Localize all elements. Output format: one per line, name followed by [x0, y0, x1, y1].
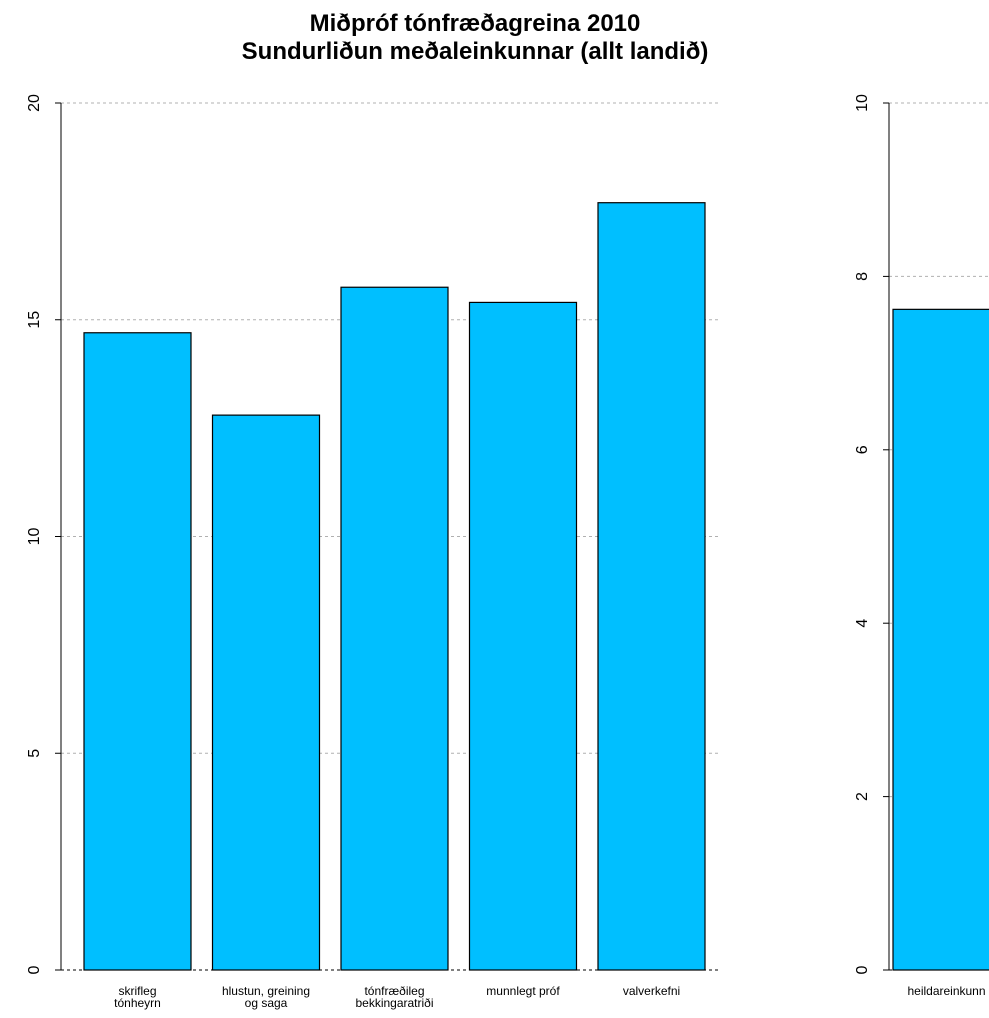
category-label: og saga: [245, 996, 288, 1010]
category-label: hlustun, greining: [222, 984, 310, 998]
category-label: tónheyrn: [114, 996, 161, 1010]
y-tick-label: 0: [854, 965, 871, 974]
bar: [83, 332, 192, 971]
y-tick-label: 20: [26, 94, 43, 112]
category-label: skrifleg: [118, 984, 156, 998]
overall-grade-chart: 0 2 4 6 8 10 heildareinkunn: [854, 94, 989, 998]
y-tick-label: 4: [854, 619, 871, 628]
y-tick-label: 2: [854, 792, 871, 801]
y-tick-label: 0: [26, 965, 43, 974]
category-label: tónfræðileg: [364, 984, 424, 998]
y-tick-label: 5: [26, 749, 43, 758]
category-label: bekkingaratriði: [355, 996, 433, 1010]
category-label: heildareinkunn: [907, 984, 985, 998]
chart-title-line: Miðpróf tónfræðagreina 2010: [310, 10, 641, 37]
y-tick-label: 8: [854, 272, 871, 281]
bar: [892, 308, 989, 971]
y-tick-label: 6: [854, 445, 871, 454]
y-tick-label: 10: [854, 94, 871, 112]
y-tick-label: 10: [26, 528, 43, 546]
bar: [597, 202, 706, 971]
y-tick-label: 15: [26, 311, 43, 329]
bar: [468, 301, 578, 971]
chart-title-line: Sundurliðun meðaleinkunnar (allt landið): [242, 38, 709, 65]
category-label: valverkefni: [623, 984, 680, 998]
bar: [211, 414, 321, 971]
bar: [340, 286, 449, 971]
category-label: munnlegt próf: [486, 984, 560, 998]
